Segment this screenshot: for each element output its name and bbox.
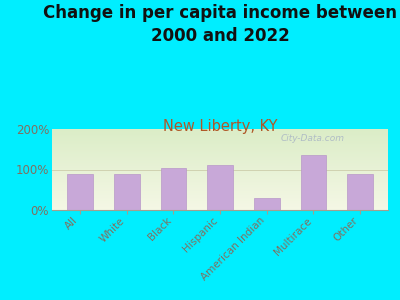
Text: City-Data.com: City-Data.com	[280, 134, 344, 143]
Text: New Liberty, KY: New Liberty, KY	[163, 118, 277, 134]
Bar	[207, 166, 233, 210]
Bar	[300, 154, 326, 210]
Text: Change in per capita income between
2000 and 2022: Change in per capita income between 2000…	[43, 4, 397, 45]
Bar	[254, 198, 280, 210]
Bar	[347, 174, 373, 210]
Bar	[67, 174, 93, 210]
Bar	[160, 168, 186, 210]
Bar	[114, 174, 140, 210]
